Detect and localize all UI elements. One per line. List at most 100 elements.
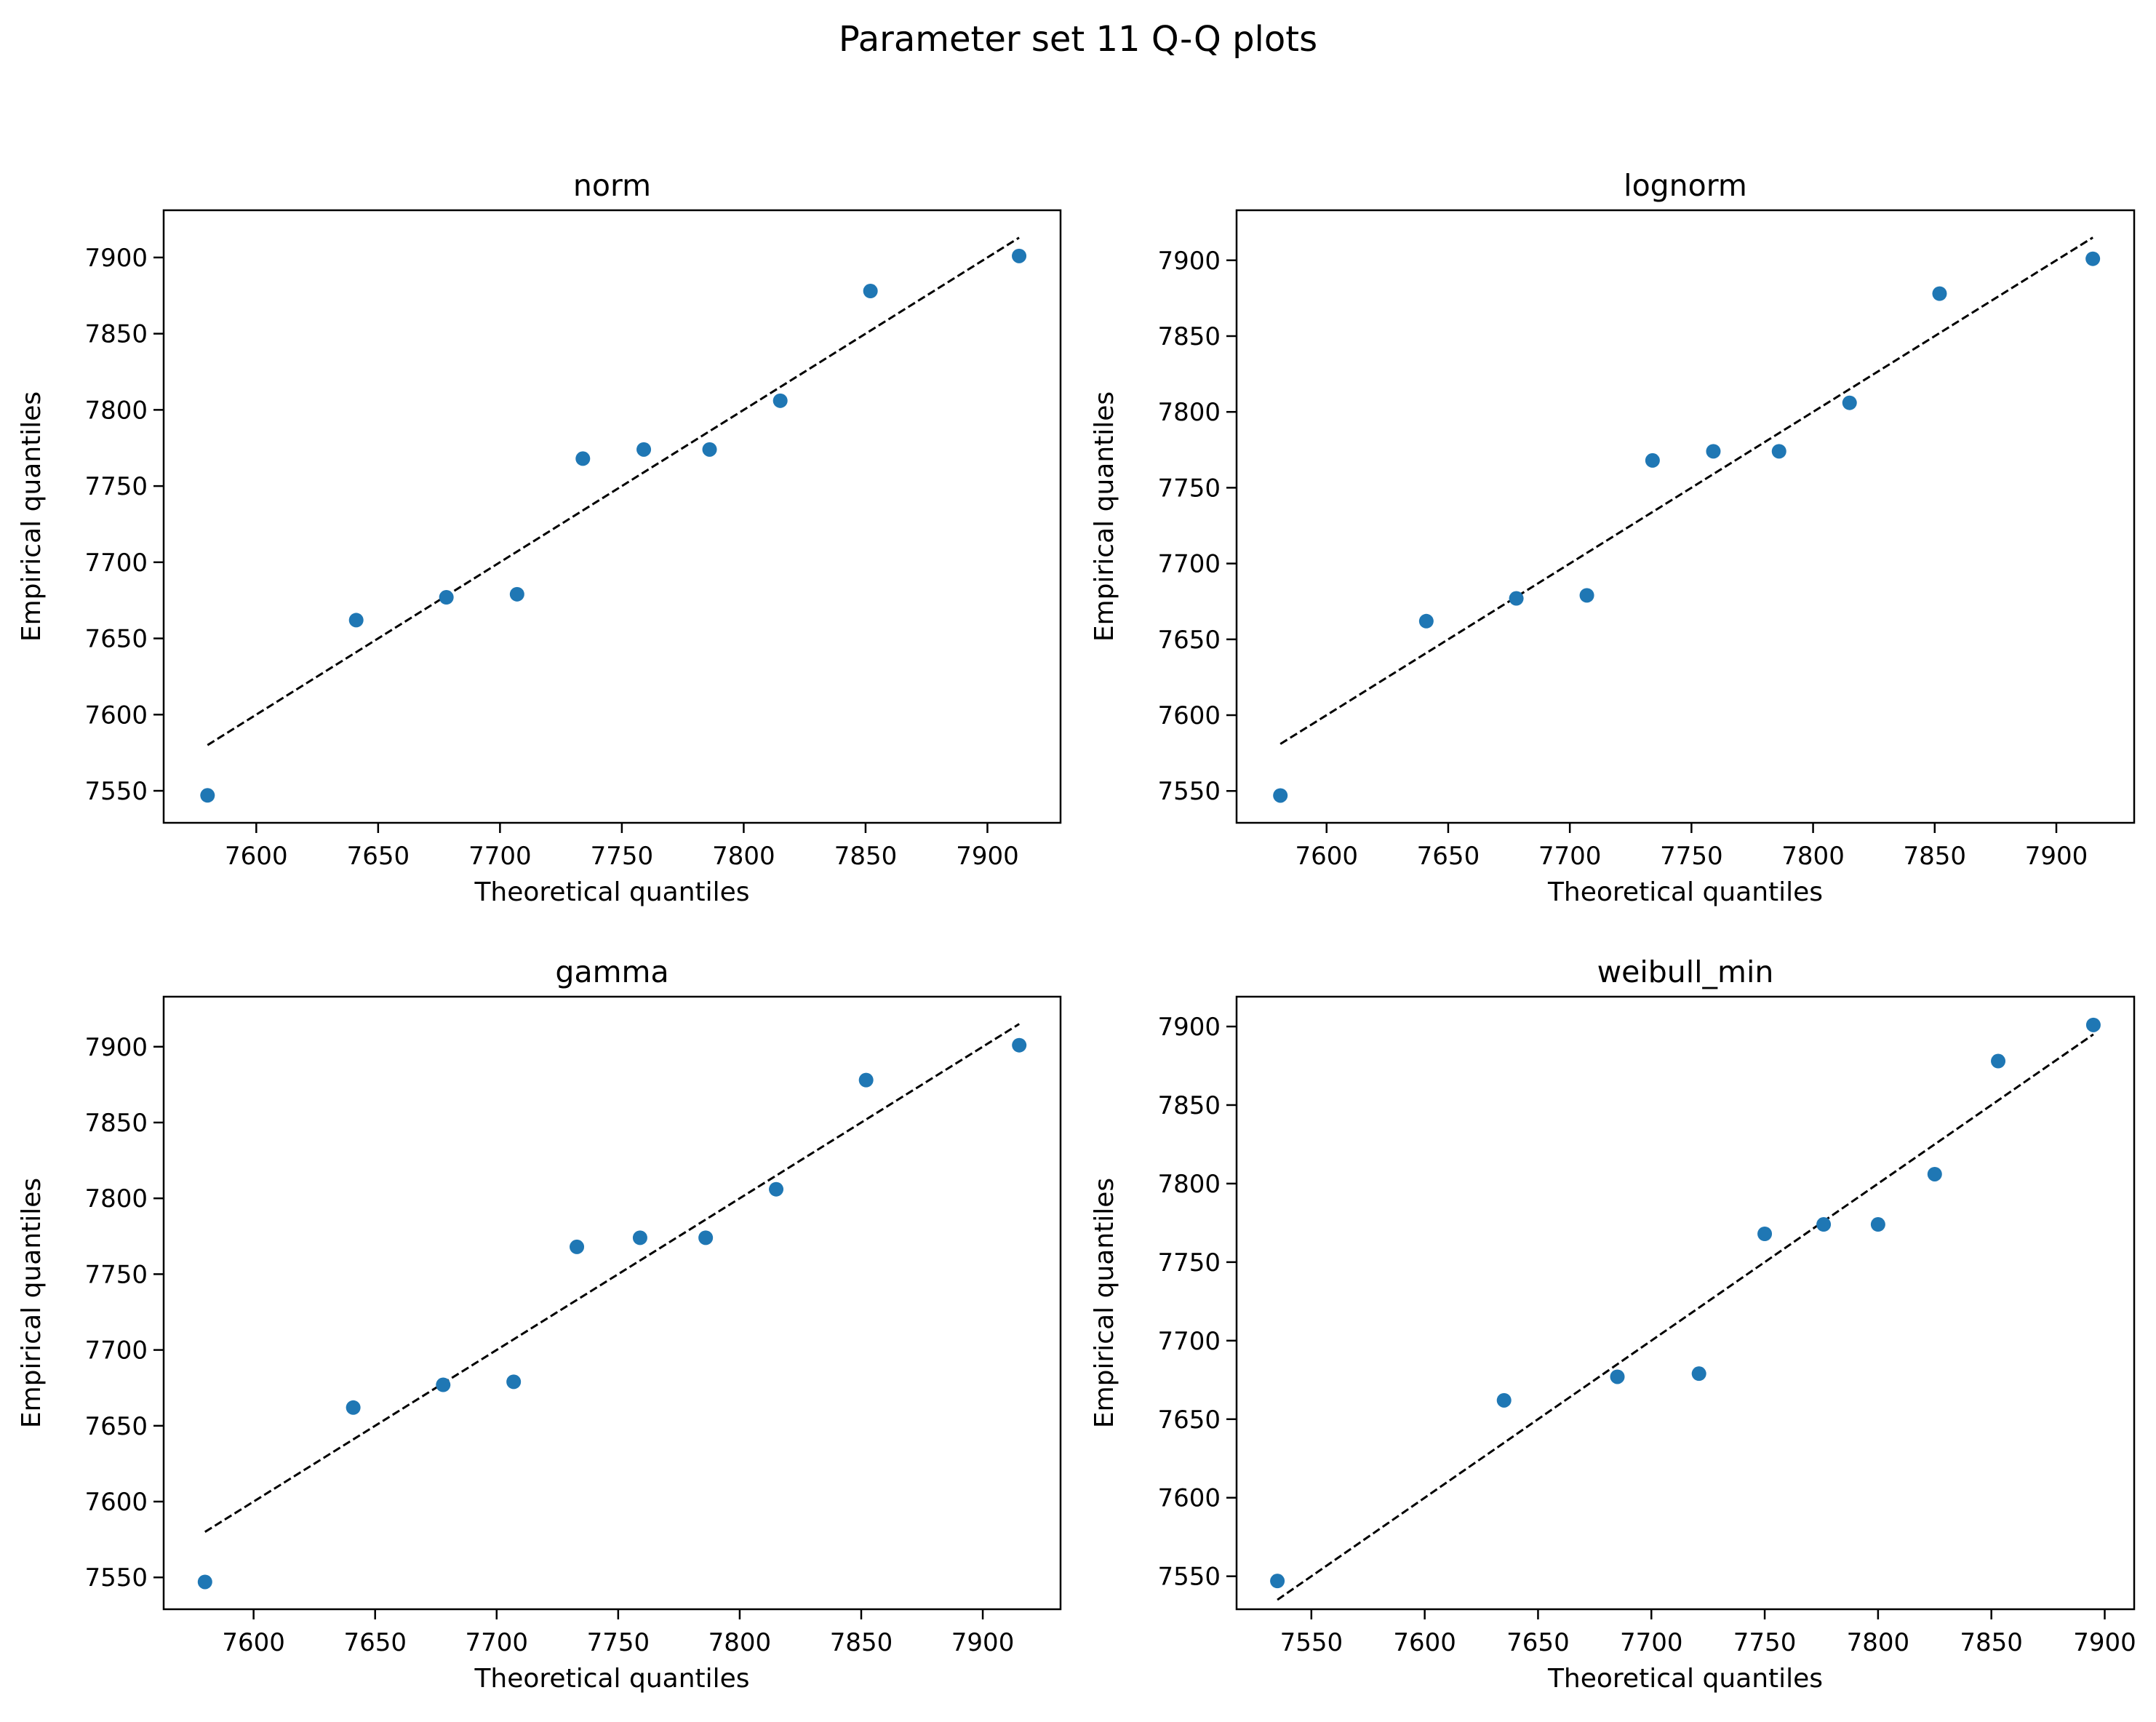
x-tick-label: 7850	[1960, 1628, 2023, 1657]
y-axis-label: Empirical quantiles	[1090, 1178, 1119, 1428]
y-tick-label: 7850	[1157, 322, 1221, 351]
y-tick-label: 7750	[1157, 474, 1221, 503]
y-tick-label: 7750	[1157, 1248, 1221, 1277]
data-point	[1870, 1217, 1885, 1232]
data-point	[698, 1230, 714, 1245]
x-tick-label: 7750	[1660, 842, 1723, 871]
data-point	[632, 1230, 647, 1245]
data-point	[1273, 788, 1288, 803]
data-point	[863, 284, 878, 299]
reference-line	[207, 236, 1020, 746]
data-point	[1771, 444, 1786, 459]
reference-line	[204, 1023, 1020, 1533]
subplot-4: weibull_min 7550 7600 7650 7700 7750 7800 7850 7…	[1090, 954, 2136, 1694]
x-tick-label: 7600	[1393, 1628, 1456, 1657]
figure-title: Parameter set 11 Q-Q plots	[839, 19, 1317, 60]
data-point	[575, 451, 591, 466]
axes-frame	[1235, 209, 2136, 824]
data-point	[570, 1239, 585, 1254]
data-point	[439, 590, 454, 605]
x-tick-label: 7850	[1904, 842, 1967, 871]
subplot-title: norm	[573, 168, 651, 203]
y-tick-label: 7700	[84, 1336, 148, 1366]
x-tick-label: 7800	[712, 842, 775, 871]
data-point	[702, 442, 717, 457]
x-tick-label: 7700	[1620, 1628, 1683, 1657]
reference-line	[1277, 1033, 2094, 1601]
data-point	[1927, 1166, 1942, 1181]
data-point	[1270, 1574, 1285, 1589]
subplot-title: weibull_min	[1597, 954, 1774, 989]
x-axis-label: Theoretical quantiles	[474, 1664, 749, 1694]
x-tick-label: 7650	[343, 1628, 407, 1657]
data-point	[436, 1377, 451, 1392]
y-tick-label: 7650	[1157, 1406, 1221, 1435]
subplot-title: gamma	[555, 954, 668, 989]
y-tick-label: 7800	[1157, 1170, 1221, 1199]
y-tick-label: 7650	[84, 625, 148, 654]
x-tick-label: 7900	[956, 842, 1019, 871]
y-tick-label: 7600	[1157, 1484, 1221, 1513]
y-tick-label: 7750	[84, 1260, 148, 1289]
x-tick-label: 7650	[1506, 1628, 1570, 1657]
data-point	[1645, 453, 1660, 468]
x-axis-label: Theoretical quantiles	[474, 877, 749, 907]
data-point	[769, 1181, 784, 1197]
y-tick-label: 7550	[84, 777, 148, 806]
x-tick-label: 7850	[834, 842, 898, 871]
data-point	[197, 1574, 212, 1590]
y-tick-label: 7650	[1157, 626, 1221, 655]
y-axis-label: Empirical quantiles	[1090, 391, 1119, 642]
data-point	[772, 393, 788, 408]
y-tick-label: 7600	[84, 1488, 148, 1517]
x-tick-label: 7800	[1847, 1628, 1910, 1657]
data-point	[348, 613, 364, 628]
y-tick-label: 7800	[84, 1184, 148, 1213]
data-point	[1691, 1366, 1706, 1382]
x-tick-label: 7900	[2073, 1628, 2136, 1657]
y-tick-label: 7800	[1157, 398, 1221, 427]
reference-line	[1279, 236, 2093, 745]
x-tick-label: 7750	[1733, 1628, 1797, 1657]
axes-frame	[1235, 995, 2136, 1611]
x-tick-label: 7750	[587, 1628, 650, 1657]
data-point	[2085, 251, 2101, 266]
subplot-2: lognorm 7600 7650 7700 7750 7800 7850 7900 7550 7…	[1090, 168, 2136, 907]
subplot-3: gamma 7600 7650 7700 7750 7800 7850 7900 7550 760…	[17, 954, 1062, 1694]
data-point	[1706, 444, 1721, 459]
y-tick-label: 7900	[1157, 247, 1221, 276]
x-tick-label: 7900	[951, 1628, 1015, 1657]
y-tick-label: 7550	[1157, 1563, 1221, 1592]
y-tick-label: 7600	[84, 701, 148, 730]
subplot-grid: norm 7600 7650 7700 7750 7800 7850 7900 7550 7600…	[17, 168, 2136, 1694]
x-tick-label: 7600	[1295, 842, 1358, 871]
data-point	[1509, 591, 1524, 606]
x-tick-label: 7650	[1417, 842, 1480, 871]
y-tick-label: 7850	[84, 1109, 148, 1138]
y-tick-label: 7550	[1157, 777, 1221, 806]
y-axis-label: Empirical quantiles	[17, 391, 47, 642]
x-tick-label: 7750	[591, 842, 654, 871]
y-tick-label: 7800	[84, 396, 148, 425]
y-tick-label: 7700	[1157, 1327, 1221, 1356]
data-point	[858, 1072, 874, 1088]
data-point	[1012, 248, 1027, 263]
y-tick-label: 7550	[84, 1563, 148, 1593]
data-point	[1012, 1037, 1027, 1053]
x-axis-label: Theoretical quantiles	[1547, 1664, 1823, 1694]
x-tick-label: 7900	[2025, 842, 2088, 871]
x-tick-label: 7850	[830, 1628, 893, 1657]
data-point	[1496, 1392, 1512, 1408]
subplot-1: norm 7600 7650 7700 7750 7800 7850 7900 7550 7600…	[17, 168, 1062, 907]
y-tick-label: 7900	[84, 1033, 148, 1062]
data-point	[1816, 1217, 1832, 1232]
data-point	[636, 442, 652, 457]
data-point	[1757, 1227, 1773, 1242]
axes-frame	[162, 995, 1062, 1611]
data-point	[2085, 1017, 2101, 1032]
x-tick-label: 7800	[1781, 842, 1845, 871]
x-axis-label: Theoretical quantiles	[1547, 877, 1823, 907]
x-tick-label: 7600	[222, 1628, 285, 1657]
data-point	[1579, 588, 1594, 603]
data-point	[1418, 613, 1434, 629]
